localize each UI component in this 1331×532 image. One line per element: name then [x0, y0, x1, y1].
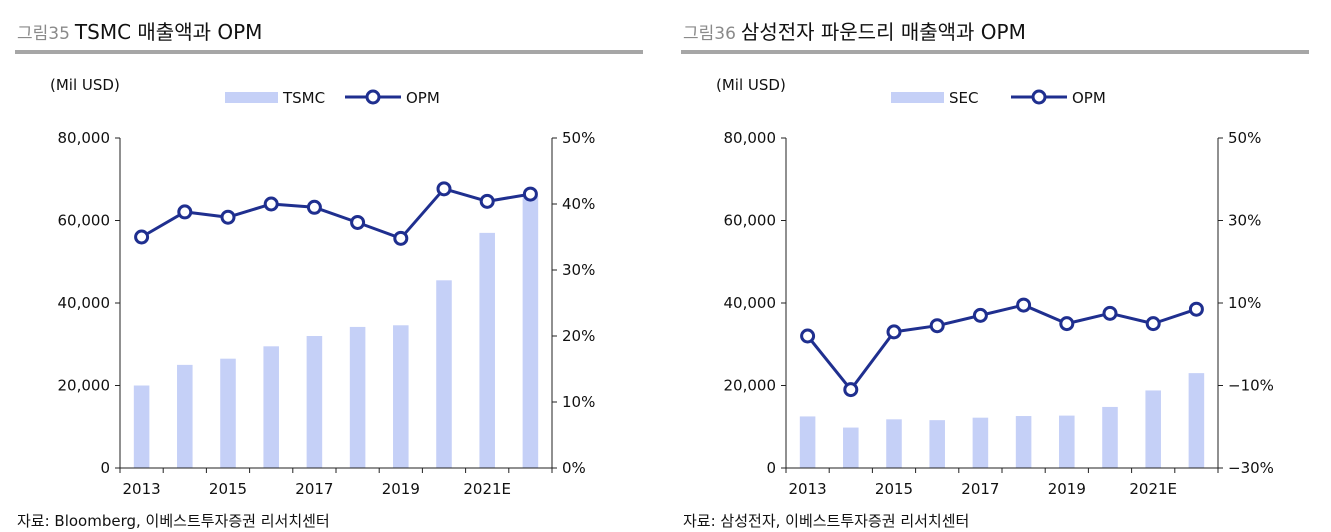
y-right-tick-label: 10%	[562, 393, 595, 411]
opm-point	[1016, 297, 1032, 313]
y-left-tick-label: 80,000	[724, 129, 777, 147]
legend-bar-label: TSMC	[282, 89, 325, 107]
legend-line-marker	[1031, 89, 1047, 105]
y-right-tick-label: 50%	[1228, 129, 1261, 147]
opm-point	[843, 382, 859, 398]
figure-number: 그림36	[683, 24, 736, 44]
revenue-bar	[479, 232, 495, 468]
opm-point	[393, 230, 409, 246]
legend-line-marker	[365, 89, 381, 105]
y-left-tick-label: 0	[100, 459, 110, 477]
legend-bar-swatch	[225, 92, 278, 103]
opm-line	[140, 187, 531, 240]
y-right-tick-label: 30%	[562, 261, 595, 279]
opm-point	[886, 324, 902, 340]
y-right-tick-label: 20%	[562, 327, 595, 345]
y-right-tick-label: 0%	[562, 459, 586, 477]
y-left-tick-label: 80,000	[58, 129, 111, 147]
revenue-bar	[886, 419, 902, 468]
samsung-foundry-revenue-opm-chart: (Mil USD) SEC OPM 0 20,000 40,000 60,000 80,000…	[716, 76, 1274, 498]
y-left-tick-label: 20,000	[58, 377, 111, 395]
figure-36-panel: 그림36 삼성전자 파운드리 매출액과 OPM (Mil USD) SEC OPM 0 2…	[681, 0, 1331, 532]
y-right-tick-label: 40%	[562, 195, 595, 213]
title-rule	[15, 50, 643, 54]
opm-point	[1102, 305, 1118, 321]
opm-point	[263, 196, 279, 212]
revenue-bar	[133, 385, 150, 468]
source-note: 자료: Bloomberg, 이베스트투자증권 리서치센터	[17, 512, 330, 530]
revenue-bar	[929, 420, 945, 468]
opm-point	[972, 307, 988, 323]
revenue-bar	[522, 195, 539, 468]
legend-bar-label: SEC	[949, 89, 978, 107]
revenue-bar	[393, 325, 409, 468]
x-tick-label: 2013	[789, 480, 827, 498]
opm-point	[929, 318, 945, 334]
figure-title: TSMC 매출액과 OPM	[74, 20, 263, 44]
opm-point	[220, 209, 236, 225]
x-tick-label: 2021E	[463, 480, 511, 498]
figure-title-bar: 그림35 TSMC 매출액과 OPM	[17, 16, 262, 46]
figure-35-panel: 그림35 TSMC 매출액과 OPM (Mil USD) TSMC OPM 0 20,00…	[15, 0, 670, 532]
x-tick-label: 2015	[875, 480, 913, 498]
revenue-bar	[1059, 415, 1075, 468]
x-tick-label: 2019	[1048, 480, 1086, 498]
x-tick-label: 2017	[295, 480, 333, 498]
y-right-tick-label: −30%	[1228, 459, 1274, 477]
opm-point	[479, 193, 495, 209]
legend-line-label: OPM	[406, 89, 440, 107]
x-tick-label: 2013	[123, 480, 161, 498]
opm-point	[522, 186, 538, 202]
unit-label: (Mil USD)	[50, 76, 120, 94]
figure-number: 그림35	[17, 24, 70, 44]
y-left-tick-label: 60,000	[58, 212, 111, 230]
figure-title: 삼성전자 파운드리 매출액과 OPM	[740, 20, 1026, 44]
revenue-bar	[263, 346, 279, 468]
tsmc-revenue-opm-chart: (Mil USD) TSMC OPM 0 20,000 40,000 60,000 80,00…	[50, 76, 595, 498]
opm-point	[177, 204, 193, 220]
opm-point	[1188, 301, 1204, 317]
source-note: 자료: 삼성전자, 이베스트투자증권 리서치센터	[683, 512, 970, 530]
revenue-bar	[220, 358, 236, 468]
y-right-tick-label: 50%	[562, 129, 595, 147]
revenue-bar	[843, 427, 859, 468]
y-left-tick-label: 40,000	[58, 294, 111, 312]
revenue-bar	[436, 280, 452, 468]
revenue-bar	[306, 336, 323, 468]
opm-point	[1059, 316, 1075, 332]
y-left-tick-label: 40,000	[724, 294, 777, 312]
unit-label: (Mil USD)	[716, 76, 786, 94]
legend-line-label: OPM	[1072, 89, 1106, 107]
revenue-bar	[1102, 406, 1118, 468]
legend-bar-swatch	[891, 92, 944, 103]
revenue-bar	[799, 416, 816, 468]
opm-point	[134, 229, 150, 245]
figure-title-bar: 그림36 삼성전자 파운드리 매출액과 OPM	[683, 16, 1026, 46]
opm-point	[350, 214, 366, 230]
opm-point	[436, 181, 452, 197]
revenue-bar	[1015, 416, 1032, 468]
y-right-tick-label: 30%	[1228, 212, 1261, 230]
revenue-bar	[1145, 390, 1161, 468]
y-left-tick-label: 60,000	[724, 212, 777, 230]
x-tick-label: 2019	[382, 480, 420, 498]
opm-line	[806, 303, 1197, 392]
title-rule	[681, 50, 1309, 54]
x-tick-label: 2021E	[1129, 480, 1177, 498]
opm-point	[1145, 316, 1161, 332]
y-right-tick-label: −10%	[1228, 377, 1274, 395]
revenue-bar	[972, 417, 989, 468]
opm-point	[800, 328, 816, 344]
y-right-tick-label: 10%	[1228, 294, 1261, 312]
y-left-tick-label: 0	[766, 459, 776, 477]
x-tick-label: 2015	[209, 480, 247, 498]
y-left-tick-label: 20,000	[724, 377, 777, 395]
revenue-bar	[177, 364, 193, 468]
revenue-bar	[1188, 373, 1205, 468]
revenue-bar	[349, 326, 366, 468]
x-tick-label: 2017	[961, 480, 999, 498]
opm-point	[306, 199, 322, 215]
